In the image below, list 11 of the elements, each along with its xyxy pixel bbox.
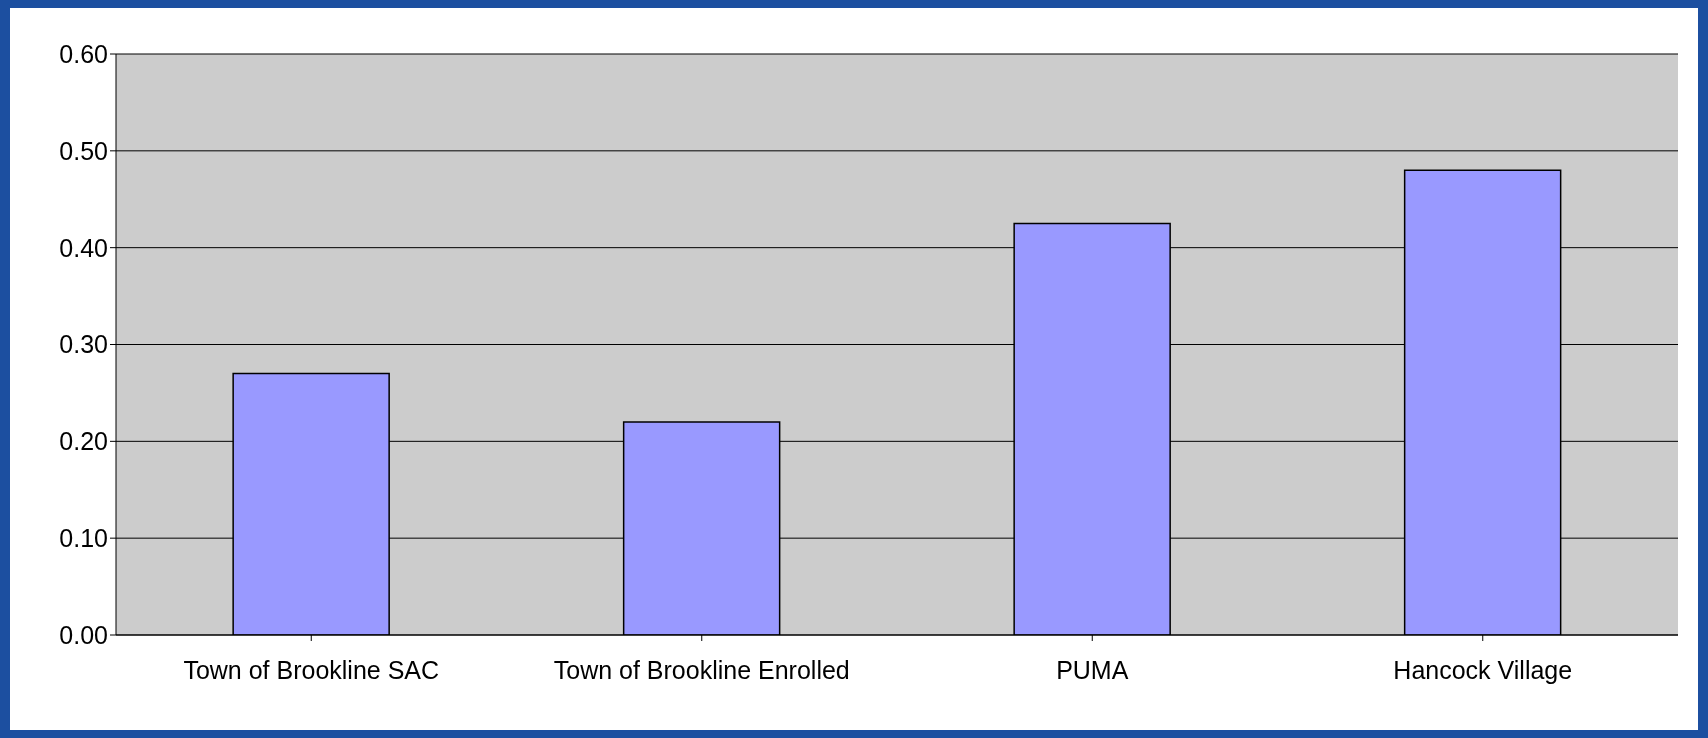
y-tick-label: 0.40 bbox=[59, 233, 108, 262]
y-tick-label: 0.60 bbox=[59, 39, 108, 68]
y-tick-label: 0.00 bbox=[59, 620, 108, 649]
y-tick-label: 0.50 bbox=[59, 136, 108, 165]
y-tick-label: 0.20 bbox=[59, 427, 108, 456]
y-tick-label: 0.30 bbox=[59, 330, 108, 359]
x-tick-label: Town of Brookline Enrolled bbox=[553, 655, 850, 684]
y-tick-label: 0.10 bbox=[59, 524, 108, 553]
x-tick-label: Hancock Village bbox=[1393, 655, 1573, 684]
x-tick-label: Town of Brookline SAC bbox=[183, 655, 440, 684]
x-tick-label: PUMA bbox=[1056, 655, 1129, 684]
